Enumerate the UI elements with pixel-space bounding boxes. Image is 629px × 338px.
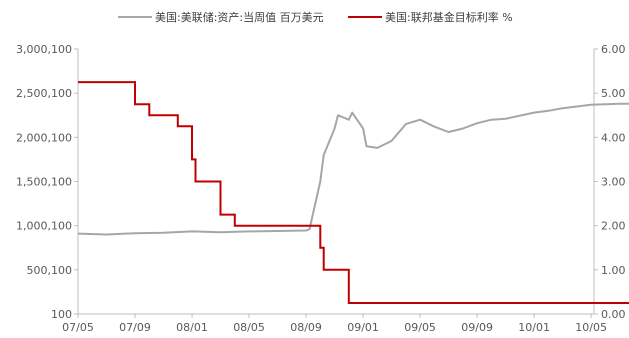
left-tick-label: 2,500,100 xyxy=(16,87,72,100)
left-tick-label: 500,100 xyxy=(27,264,73,277)
x-tick-label: 10/05 xyxy=(575,321,607,334)
axes xyxy=(74,48,598,318)
right-tick-label: 2.00 xyxy=(601,220,626,233)
x-tick-label: 08/01 xyxy=(176,321,208,334)
left-tick-label: 1,000,100 xyxy=(16,220,72,233)
right-tick-label: 6.00 xyxy=(601,43,626,56)
series-lines xyxy=(77,81,629,304)
legend-label-rate: 美国:联邦基金目标利率 % xyxy=(385,10,513,24)
right-tick-label: 4.00 xyxy=(601,131,626,144)
legend: 美国:美联储:资产:当周值 百万美元 美国:联邦基金目标利率 % xyxy=(118,10,513,24)
left-tick-label: 100 xyxy=(51,308,72,321)
series-line-rate xyxy=(78,81,629,304)
tick-labels: 100 500,100 1,000,100 1,500,100 2,000,100 2,5… xyxy=(16,43,625,334)
left-tick-label: 2,000,100 xyxy=(16,131,72,144)
series-line-assets xyxy=(77,102,629,236)
x-tick-label: 09/09 xyxy=(461,321,493,334)
x-tick-label: 07/09 xyxy=(119,321,151,334)
x-tick-label: 09/01 xyxy=(347,321,379,334)
right-tick-label: 3.00 xyxy=(601,176,626,189)
x-tick-label: 09/05 xyxy=(404,321,436,334)
x-tick-label: 08/05 xyxy=(233,321,265,334)
right-tick-label: 0.00 xyxy=(601,308,626,321)
x-tick-label: 08/09 xyxy=(290,321,322,334)
x-tick-label: 10/01 xyxy=(518,321,550,334)
left-tick-label: 3,000,100 xyxy=(16,43,72,56)
x-tick-label: 07/05 xyxy=(62,321,94,334)
legend-label-assets: 美国:美联储:资产:当周值 百万美元 xyxy=(155,10,324,24)
right-tick-label: 1.00 xyxy=(601,264,626,277)
left-tick-label: 1,500,100 xyxy=(16,176,72,189)
right-tick-label: 5.00 xyxy=(601,87,626,100)
